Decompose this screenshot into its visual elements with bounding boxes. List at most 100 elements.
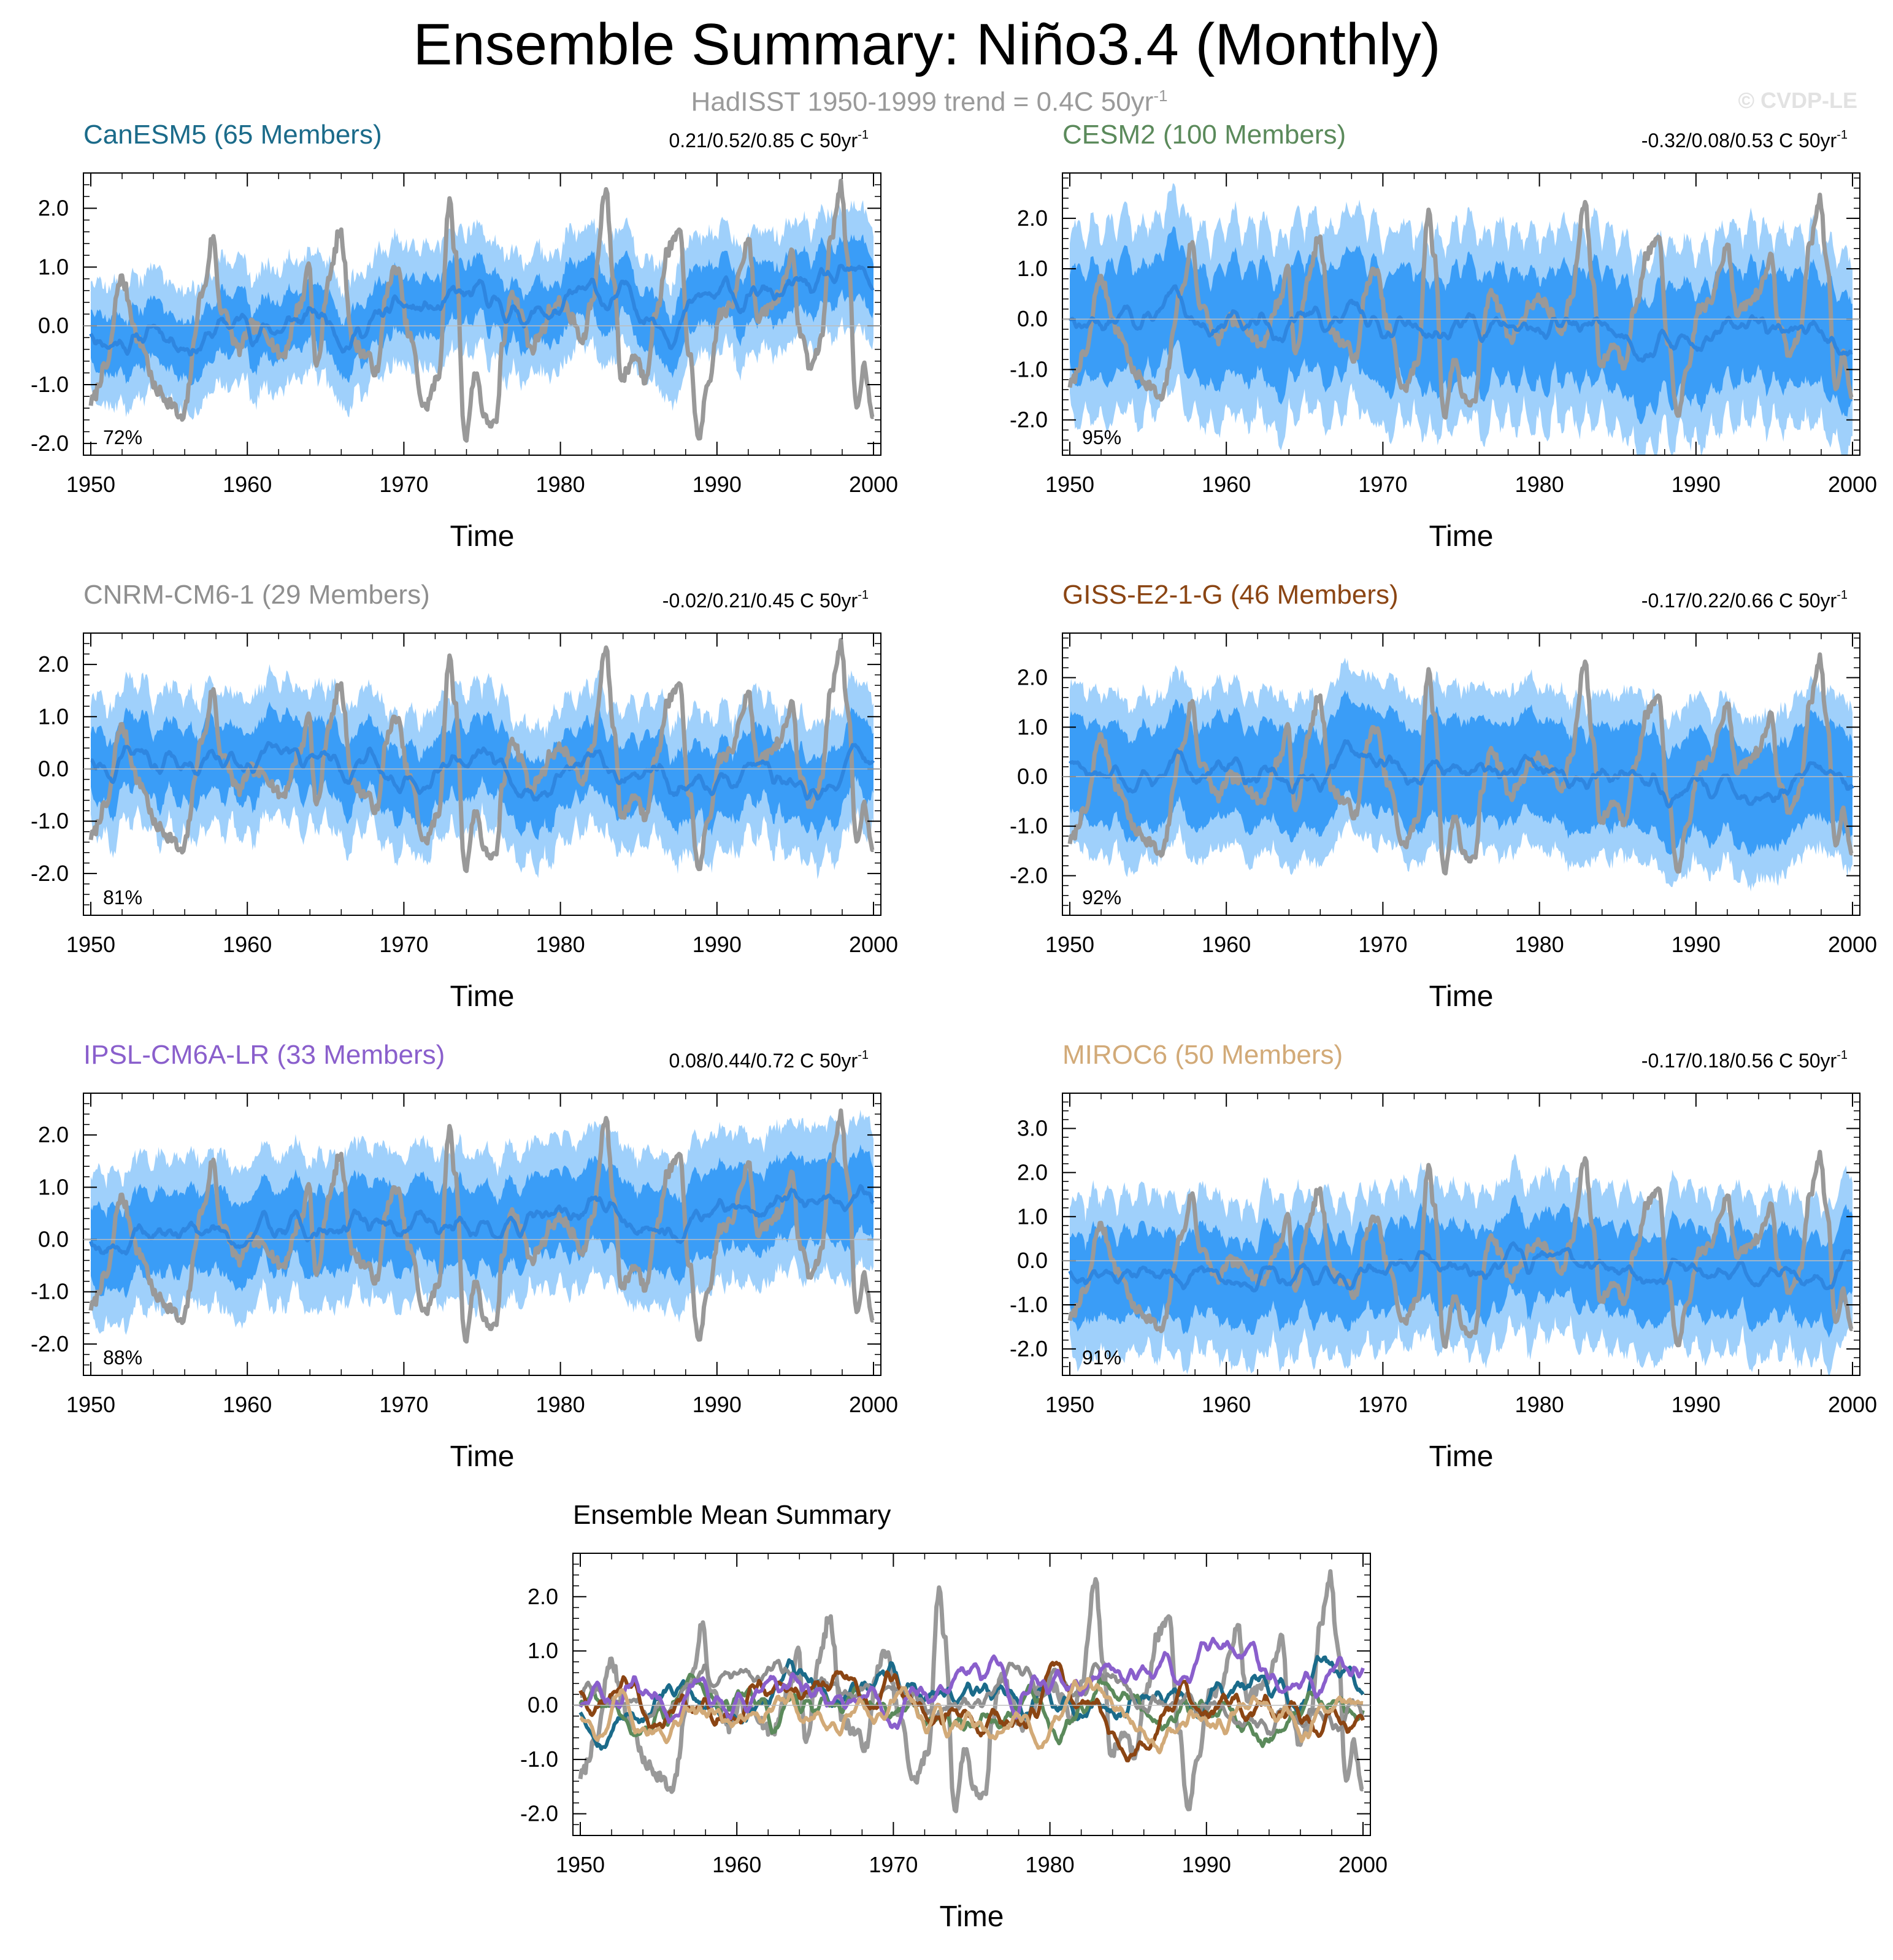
giss-trend-text: -0.17/0.22/0.66 C 50yr [1641,590,1837,612]
subtitle-text: HadISST 1950-1999 trend = 0.4C 50yr [691,86,1154,117]
miroc6-trend-label: -0.17/0.18/0.56 C 50yr-1 [1641,1048,1848,1072]
cnrm-x-tick-label: 1950 [66,932,115,957]
ipsl-panel-title: IPSL-CM6A-LR (33 Members) [83,1040,445,1070]
canesm5-observed-line [88,179,875,443]
ipsl-percent-label: 88% [103,1347,142,1369]
miroc6-x-axis-title: Time [1429,1440,1494,1473]
giss-y-tick-label: -1.0 [1010,813,1048,839]
ipsl-observed-line [88,1108,875,1344]
cnrm-trend-superscript: -1 [858,588,869,602]
ipsl-ensemble-mean-line [89,1184,875,1256]
miroc6-axes: -2.0 -1.0 0.0 1.0 2.0 3.0 1950 1960 1970 1980 1990… [1010,1093,1877,1473]
canesm5-y-tick-label: 2.0 [38,196,69,221]
canesm5-x-tick-label: 1970 [379,472,428,497]
canesm5-x-axis-title: Time [450,520,515,553]
ipsl-x-tick-label: 1980 [536,1392,585,1417]
ipsl-x-tick-label: 2000 [849,1392,898,1417]
cnrm-plot-area [88,637,875,880]
ipsl-plot-area [88,1108,875,1344]
ens-mean-summary-x-axis-title: Time [940,1900,1004,1933]
ens-mean-summary-y-tick-label: -1.0 [520,1747,558,1772]
cnrm-panel-title: CNRM-CM6-1 (29 Members) [83,580,430,610]
cesm2-trend-text: -0.32/0.08/0.53 C 50yr [1641,129,1837,152]
ipsl-x-tick-label: 1950 [66,1392,115,1417]
ens-mean-summary-x-tick-label: 1970 [869,1852,918,1877]
giss-x-tick-label: 2000 [1828,932,1877,957]
cnrm-axes: -2.0 -1.0 0.0 1.0 2.0 1950 1960 1970 1980 1990 200… [31,632,898,1013]
miroc6-ensemble-mean-line [1068,1241,1853,1293]
cesm2-trend-superscript: -1 [1837,128,1848,142]
giss-percent-label: 92% [1082,886,1121,909]
giss-x-tick-label: 1970 [1358,932,1407,957]
canesm5-trend-text: 0.21/0.52/0.85 C 50yr [669,129,858,152]
cnrm-y-tick-label: 0.0 [38,756,69,781]
cnrm-percent-label: 81% [103,886,142,909]
canesm5-x-tick-label: 1950 [66,472,115,497]
giss-y-tick-label: 2.0 [1017,665,1048,690]
cesm2-x-tick-label: 1950 [1045,472,1094,497]
ens-mean-summary-miroc6-mean-line [579,1677,1364,1754]
cesm2-y-tick-label: 0.0 [1017,306,1048,331]
cnrm-y-tick-label: -1.0 [31,809,69,834]
ens-mean-summary-y-tick-label: 1.0 [528,1638,558,1663]
canesm5-ensemble-mean-line [89,264,875,356]
cnrm-ensemble-mean-line [90,740,875,802]
canesm5-x-tick-label: 2000 [849,472,898,497]
canesm5-trend-label: 0.21/0.52/0.85 C 50yr-1 [669,128,869,152]
giss-plot-frame [1062,632,1860,916]
giss-plot-area [1067,652,1854,892]
ipsl-x-tick-label: 1970 [379,1392,428,1417]
cnrm-x-tick-label: 1990 [693,932,742,957]
cesm2-x-tick-label: 1980 [1515,472,1564,497]
ipsl-trend-label: 0.08/0.44/0.72 C 50yr-1 [669,1048,869,1072]
ipsl-y-tick-label: 1.0 [38,1174,69,1199]
cnrm-band-inner [91,701,874,842]
cesm2-observed-line [1067,193,1854,420]
ens-mean-summary-y-tick-label: 0.0 [528,1693,558,1718]
giss-y-tick-label: -2.0 [1010,863,1048,888]
ipsl-trend-superscript: -1 [858,1048,869,1062]
miroc6-plot-area [1067,1150,1854,1375]
cesm2-x-tick-label: 2000 [1828,472,1877,497]
ens-mean-summary-x-tick-label: 1980 [1026,1852,1075,1877]
canesm5-trend-superscript: -1 [858,128,869,142]
giss-x-tick-label: 1990 [1672,932,1721,957]
canesm5-x-tick-label: 1960 [223,472,272,497]
giss-x-tick-label: 1980 [1515,932,1564,957]
canesm5-panel-title: CanESM5 (65 Members) [83,120,382,150]
giss-y-tick-label: 1.0 [1017,714,1048,739]
figure-subtitle: HadISST 1950-1999 trend = 0.4C 50yr-1 [0,79,1859,120]
ens-mean-summary-y-tick-label: -2.0 [520,1801,558,1826]
miroc6-y-tick-label: 1.0 [1017,1204,1048,1229]
cnrm-x-tick-label: 1980 [536,932,585,957]
canesm5-plot-area [88,179,875,443]
cnrm-x-tick-label: 1960 [223,932,272,957]
cesm2-axes: -2.0 -1.0 0.0 1.0 2.0 1950 1960 1970 1980 1990 200… [1010,172,1877,553]
canesm5-y-tick-label: -1.0 [31,372,69,397]
cesm2-ensemble-mean-line [1068,284,1853,363]
copyright-watermark: © CVDP-LE [1738,88,1857,113]
ipsl-trend-text: 0.08/0.44/0.72 C 50yr [669,1050,858,1072]
cesm2-plot-frame [1062,172,1860,456]
ens-mean-summary-cnrm-mean-line [580,1659,1365,1736]
cesm2-panel-title: CESM2 (100 Members) [1062,120,1346,150]
miroc6-percent-label: 91% [1082,1347,1121,1369]
figure-title: Ensemble Summary: Niño3.4 (Monthly) [413,12,1441,77]
canesm5-axes: -2.0 -1.0 0.0 1.0 2.0 1950 1960 1970 1980 1990 200… [31,172,898,553]
giss-trend-label: -0.17/0.22/0.66 C 50yr-1 [1641,588,1848,612]
miroc6-y-tick-label: 2.0 [1017,1159,1048,1185]
cnrm-x-tick-label: 1970 [379,932,428,957]
ens-mean-summary-panel-title: Ensemble Mean Summary [573,1500,891,1530]
ipsl-x-tick-label: 1990 [693,1392,742,1417]
miroc6-x-tick-label: 2000 [1828,1392,1877,1417]
cnrm-trend-label: -0.02/0.21/0.45 C 50yr-1 [662,588,869,612]
ipsl-y-tick-label: 2.0 [38,1122,69,1147]
cnrm-plot-frame [83,632,881,916]
ipsl-axes: -2.0 -1.0 0.0 1.0 2.0 1950 1960 1970 1980 1990 200… [31,1093,898,1473]
cesm2-y-tick-label: -2.0 [1010,407,1048,432]
ens-mean-summary-x-tick-label: 1960 [712,1852,761,1877]
ens-mean-summary-ipsl-mean-line [578,1637,1365,1730]
cnrm-y-tick-label: 2.0 [38,651,69,677]
canesm5-band-outer [91,200,874,420]
